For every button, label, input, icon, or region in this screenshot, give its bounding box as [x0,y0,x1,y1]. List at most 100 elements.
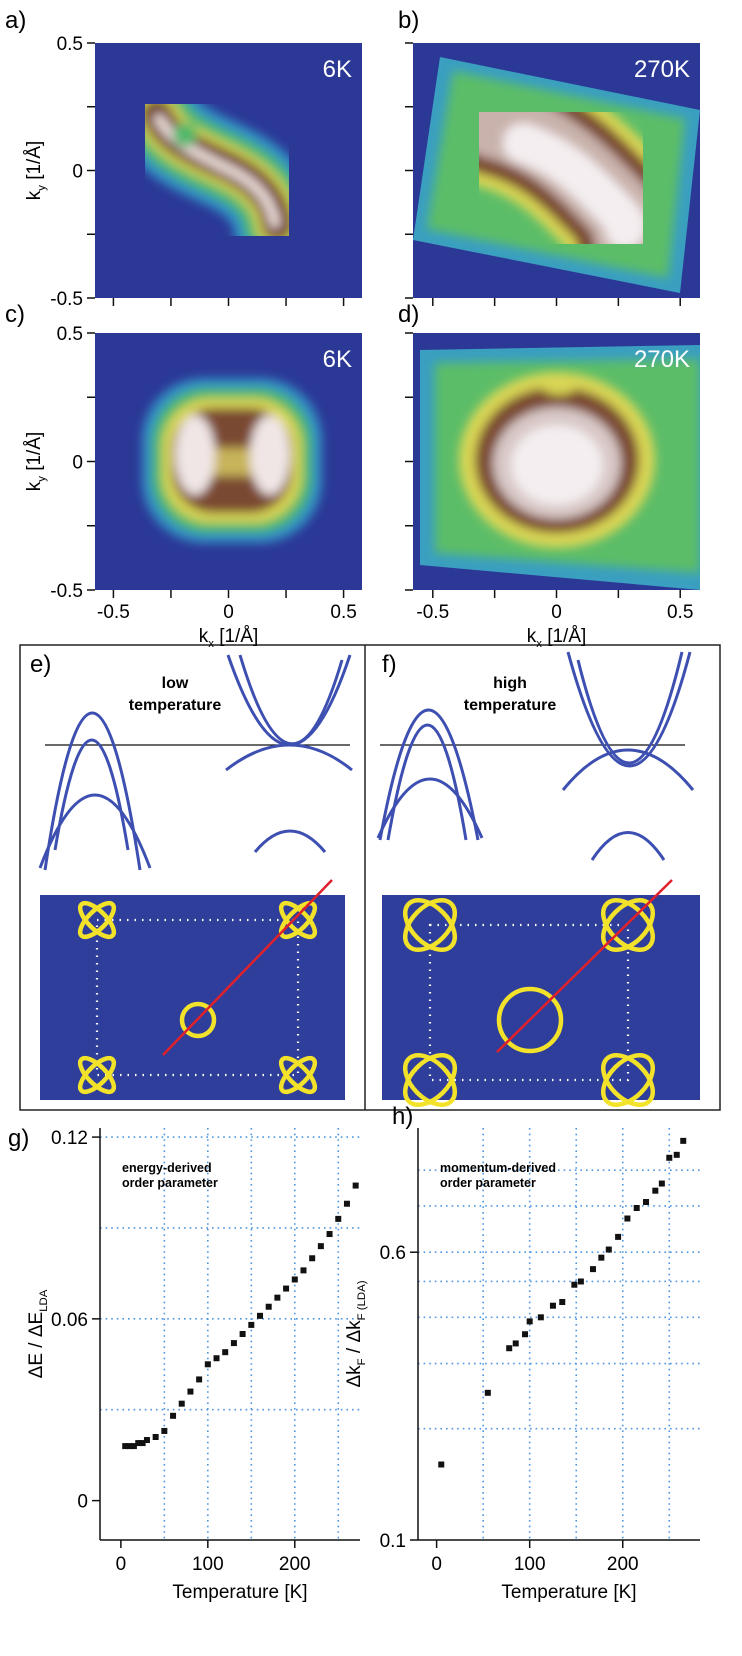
panel-label: b) [398,7,419,34]
temperature-label: 270K [634,346,690,373]
axis-label-part: [1/Å] [24,141,45,185]
band-structure-high-part [563,750,693,790]
data-point [344,1201,350,1207]
band-structure-low-part [240,655,342,744]
map-image-d-part [459,372,655,548]
data-point [266,1304,272,1310]
data-point [674,1152,680,1158]
annotation: energy-derived [122,1161,212,1175]
axis-label-part: ΔE / ΔE [26,1312,47,1379]
data-point [231,1340,237,1346]
data-point [170,1413,176,1419]
data-point [659,1181,665,1187]
x-axis-label: Temperature [K] [501,1582,636,1603]
x-tick-label: 200 [607,1554,639,1575]
annotation: order parameter [122,1176,218,1190]
axis-label-sub: F (LDA) [356,1280,368,1320]
temperature-label: 270K [634,56,690,83]
data-point [248,1322,254,1328]
y-tick-label: 0.6 [380,1243,406,1264]
panel-label: e) [30,651,51,678]
data-point [196,1376,202,1382]
y-tick-label: -0.5 [50,289,83,310]
axis-label-part: k [24,481,45,491]
panel-label: f) [382,651,397,678]
y-tick-label: 0 [72,453,83,474]
data-point [598,1255,604,1261]
x-tick-label: 0.5 [667,602,693,623]
data-point [624,1216,630,1222]
data-point [513,1340,519,1346]
band-structure-high-part [592,833,664,861]
data-point [222,1349,228,1355]
panel-label: h) [392,1103,413,1130]
y-tick-label: 0.12 [51,1128,88,1149]
diagram-title: temperature [129,697,222,714]
x-tick-label: 0 [116,1554,127,1575]
data-point [335,1216,341,1222]
data-point [187,1389,193,1395]
data-point [161,1428,167,1434]
x-tick-label: 200 [279,1554,311,1575]
axis-label: ky [1/Å] [24,432,48,492]
data-point [615,1234,621,1240]
x-tick-label: 100 [192,1554,224,1575]
data-point [144,1437,150,1443]
annotation: order parameter [440,1176,536,1190]
data-point [506,1345,512,1351]
data-point [300,1267,306,1273]
data-point [327,1231,333,1237]
data-point [578,1278,584,1284]
axis-label: kx [1/Å] [527,626,587,650]
x-tick-label: 0 [431,1554,442,1575]
band-structure-low-part [45,713,140,870]
band-structure-low-part [228,655,350,745]
data-point [353,1183,359,1189]
panel-label: d) [398,301,419,328]
axis-label: ΔkF / ΔkF (LDA) [344,1280,368,1387]
data-point [634,1205,640,1211]
data-point [550,1303,556,1309]
y-tick-label: 0 [72,162,83,183]
data-point [522,1331,528,1337]
x-tick-label: -0.5 [97,602,130,623]
y-tick-label: -0.5 [50,581,83,602]
axis-label-part: [1/Å] [542,626,586,647]
data-point [318,1243,324,1249]
data-point [240,1331,246,1337]
x-tick-label: 0 [223,602,234,623]
axis-label-sub: LDA [38,1289,50,1312]
data-point [559,1299,565,1305]
temperature-label: 6K [323,346,352,373]
axis-label-part: k [527,626,537,647]
axis-label-part: [1/Å] [24,432,45,476]
data-point [274,1295,280,1301]
fermi-surface-low [40,880,345,1100]
axis-label-part: Δk [344,1365,365,1388]
data-point [527,1318,533,1324]
data-point [571,1282,577,1288]
x-tick-label: 0.5 [330,602,356,623]
band-structure-high-part [578,652,682,763]
panel-label: c) [5,301,25,328]
data-point [652,1188,658,1194]
data-point [309,1255,315,1261]
x-tick-label: 0 [551,602,562,623]
data-point [643,1199,649,1205]
y-tick-label: 0.5 [57,324,83,345]
axis-label-sub: F [356,1358,368,1365]
y-tick-label: 0.06 [51,1310,88,1331]
axis-label-part: k [199,626,209,647]
y-tick-label: 0.5 [57,34,83,55]
x-tick-label: 100 [514,1554,546,1575]
data-point [214,1355,220,1361]
axis-label: ΔE / ΔELDA [26,1289,50,1378]
panel-label: g) [8,1125,29,1152]
fermi-surface-high [382,880,700,1114]
map-image-a-part-part [173,123,197,147]
map-image-d-part-part [511,425,603,505]
data-point [257,1313,263,1319]
map-image-c-part-part [250,415,290,495]
map-image-c-part-part [175,415,215,495]
diagram-title: low [162,675,189,692]
